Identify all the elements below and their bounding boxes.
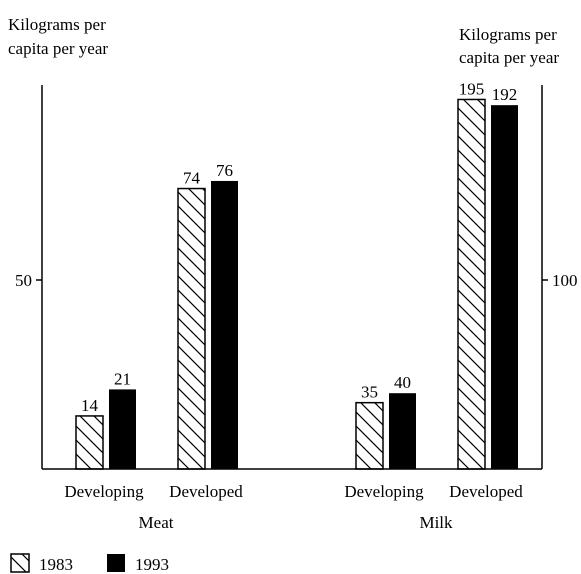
bar-milk-developing-1993	[389, 393, 416, 469]
value-label-milk-developing-1993: 40	[394, 373, 411, 392]
value-labels-layer: 14 21 74 76 35 40 195 192	[81, 79, 517, 414]
value-label-meat-developed-1983: 74	[183, 169, 201, 188]
bar-milk-developed-1983	[458, 99, 485, 469]
category-label-milk-developed: Developed	[449, 482, 523, 501]
left-axis-title-line2: capita per year	[8, 39, 108, 58]
bar-meat-developing-1993	[109, 389, 136, 469]
bars-layer	[76, 99, 518, 469]
legend-swatch-1983	[11, 554, 29, 572]
value-label-meat-developing-1983: 14	[81, 396, 99, 415]
group-label-meat: Meat	[139, 513, 174, 532]
value-label-milk-developed-1983: 195	[459, 79, 485, 98]
left-tick-label-50: 50	[15, 271, 32, 290]
category-label-meat-developed: Developed	[169, 482, 243, 501]
value-label-meat-developing-1993: 21	[114, 369, 131, 388]
bar-milk-developing-1983	[356, 403, 383, 469]
value-label-milk-developed-1993: 192	[492, 85, 518, 104]
category-label-milk-developing: Developing	[344, 482, 424, 501]
left-axis-title-line1: Kilograms per	[8, 15, 106, 34]
value-label-milk-developing-1983: 35	[361, 383, 378, 402]
bar-meat-developed-1983	[178, 189, 205, 469]
legend-label-1993: 1993	[135, 555, 169, 574]
right-axis-title-line2: capita per year	[459, 48, 559, 67]
bar-milk-developed-1993	[491, 105, 518, 469]
legend-label-1983: 1983	[39, 555, 73, 574]
value-label-meat-developed-1993: 76	[216, 161, 233, 180]
category-label-meat-developing: Developing	[64, 482, 144, 501]
legend-swatch-1993	[107, 554, 125, 572]
bar-meat-developing-1983	[76, 416, 103, 469]
bar-meat-developed-1993	[211, 181, 238, 469]
right-axis-title-line1: Kilograms per	[459, 25, 557, 44]
group-label-milk: Milk	[419, 513, 453, 532]
right-tick-label-100: 100	[552, 271, 578, 290]
